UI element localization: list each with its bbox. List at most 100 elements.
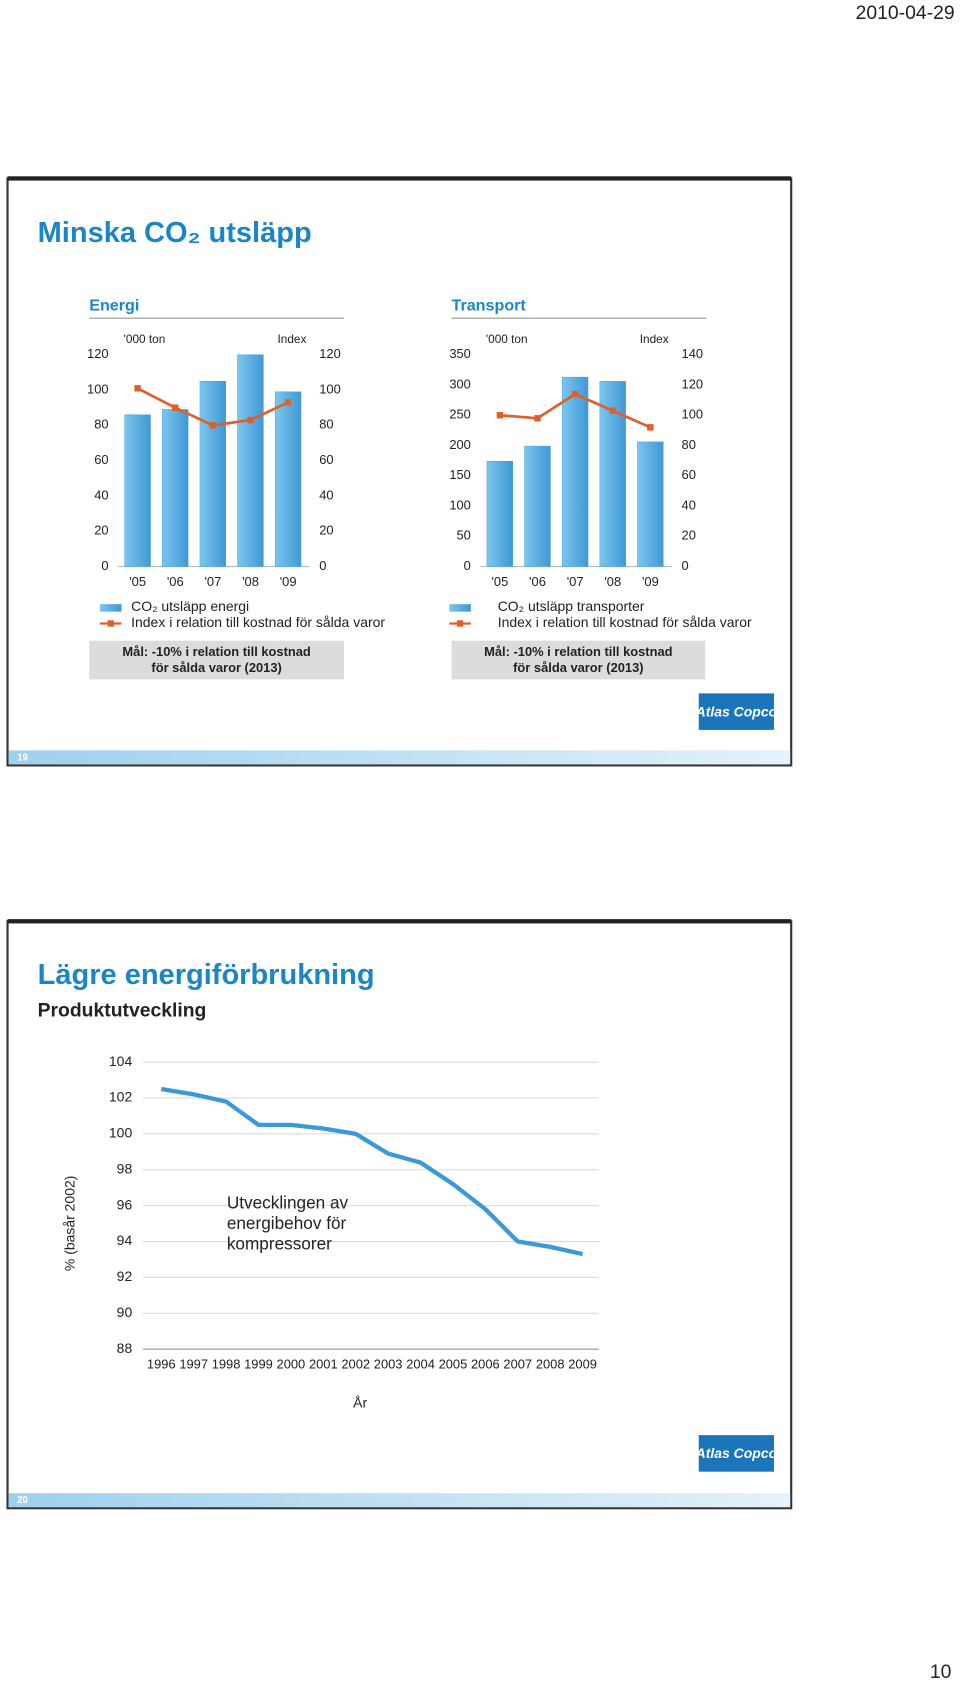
- y-tick-label: 300: [449, 376, 471, 391]
- x-tick-label: 2004: [406, 1357, 435, 1372]
- bar: [162, 409, 189, 567]
- energy-line: [160, 1086, 584, 1257]
- bar: [274, 391, 302, 567]
- y-tick-label: 104: [109, 1053, 133, 1069]
- legend-marker-icon: [456, 620, 464, 627]
- y2-tick-label: 80: [682, 437, 696, 452]
- goal-text: Mål: -10% i relation till kostnad: [484, 644, 673, 659]
- y2-tick-label: 40: [319, 487, 333, 502]
- slide-number: 19: [17, 752, 28, 763]
- y2-tick-label: 80: [319, 417, 333, 432]
- y-tick-label: 0: [464, 558, 471, 573]
- y2-tick-label: 20: [319, 523, 333, 538]
- slide-footer-strip: [8, 1493, 791, 1508]
- y-tick-label: 98: [117, 1160, 133, 1176]
- y-tick-label: 120: [87, 346, 109, 361]
- index-marker: [534, 415, 541, 422]
- x-tick-label: '07: [567, 574, 584, 589]
- index-marker: [496, 412, 504, 419]
- y-axis-label: '000 ton: [486, 332, 528, 346]
- logo-box: [698, 1435, 775, 1472]
- index-marker: [247, 416, 254, 424]
- logo-box: [698, 693, 775, 730]
- legend-label: CO₂ utsläpp energi: [131, 598, 249, 614]
- y2-tick-label: 0: [682, 558, 689, 573]
- index-marker: [647, 424, 654, 431]
- y2-tick-label: 60: [319, 452, 333, 467]
- header-date: 2010-04-29: [856, 2, 955, 24]
- x-tick-label: '06: [529, 574, 546, 589]
- y2-tick-label: 140: [682, 346, 704, 361]
- legend-bar-icon: [449, 604, 471, 612]
- y-tick-label: 100: [87, 381, 109, 396]
- logo: Atlas Copco: [695, 703, 778, 719]
- slide-title: Minska CO₂ utsläpp: [38, 217, 312, 249]
- goal-text: för sålda varor (2013): [513, 660, 643, 675]
- bar: [199, 380, 227, 567]
- logo: Atlas Copco: [695, 1445, 778, 1461]
- y-tick-label: 90: [117, 1304, 133, 1320]
- annotation: kompressorer: [227, 1233, 332, 1253]
- y-tick-label: 100: [109, 1125, 133, 1141]
- index-marker: [571, 390, 579, 398]
- y2-tick-label: 100: [682, 407, 704, 422]
- bar: [486, 460, 514, 567]
- x-tick-label: 2003: [374, 1357, 403, 1372]
- x-tick-label: 1996: [147, 1357, 176, 1372]
- y-tick-label: 80: [94, 417, 108, 432]
- slide-subtitle: Produktutveckling: [38, 1000, 207, 1022]
- x-tick-label: 2001: [309, 1357, 338, 1372]
- y-tick-label: 20: [94, 523, 108, 538]
- y-tick-label: 50: [457, 528, 471, 543]
- bar: [237, 354, 264, 567]
- x-tick-label: '09: [642, 574, 659, 589]
- bar: [637, 441, 664, 567]
- y2-tick-label: 120: [319, 346, 341, 361]
- y-tick-label: 0: [101, 558, 108, 573]
- legend-label: Index i relation till kostnad för sålda …: [498, 614, 752, 630]
- index-marker: [284, 399, 292, 406]
- y-tick-label: 88: [117, 1340, 133, 1356]
- x-tick-label: '06: [167, 574, 184, 589]
- x-tick-label: '08: [604, 574, 621, 589]
- x-tick-label: 2000: [277, 1357, 306, 1372]
- annotation: energibehov för: [227, 1213, 347, 1233]
- y-tick-label: 100: [449, 497, 471, 512]
- y2-axis-label: Index: [640, 332, 669, 346]
- x-tick-label: 1998: [212, 1357, 241, 1372]
- annotation: Utvecklingen av: [227, 1193, 349, 1213]
- x-tick-label: '05: [491, 574, 508, 589]
- index-marker: [134, 385, 141, 392]
- slide-top-border: [7, 176, 792, 181]
- y-tick-label: 96: [117, 1196, 133, 1212]
- x-tick-label: 2008: [536, 1357, 565, 1372]
- y-axis-label: % (basår 2002): [62, 1176, 78, 1272]
- slide-title: Lägre energiförbrukning: [38, 959, 375, 991]
- x-tick-label: '07: [204, 574, 221, 589]
- y2-tick-label: 20: [682, 528, 696, 543]
- y2-tick-label: 100: [319, 381, 341, 396]
- goal-text: Mål: -10% i relation till kostnad: [122, 644, 311, 659]
- legend-marker-icon: [107, 620, 114, 627]
- y-tick-label: 250: [449, 407, 471, 422]
- y-tick-label: 40: [94, 487, 108, 502]
- x-tick-label: '08: [242, 574, 259, 589]
- page-number: 10: [930, 1661, 952, 1683]
- y2-tick-label: 0: [319, 558, 326, 573]
- legend-bar-icon: [99, 604, 122, 612]
- y-tick-label: 350: [449, 346, 471, 361]
- slide-number: 20: [17, 1495, 28, 1506]
- y-tick-label: 94: [117, 1232, 133, 1248]
- goal-text: för sålda varor (2013): [151, 660, 281, 675]
- y-tick-label: 60: [94, 452, 108, 467]
- x-axis-label: År: [353, 1395, 367, 1411]
- legend-label: CO₂ utsläpp transporter: [498, 598, 645, 614]
- y2-tick-label: 40: [682, 497, 696, 512]
- goal-box: [451, 640, 706, 680]
- y2-axis-label: Index: [277, 332, 306, 346]
- goal-box: [89, 640, 344, 680]
- chart-title: Energi: [89, 297, 139, 315]
- y-tick-label: 92: [117, 1268, 133, 1284]
- x-tick-label: 2009: [568, 1357, 597, 1372]
